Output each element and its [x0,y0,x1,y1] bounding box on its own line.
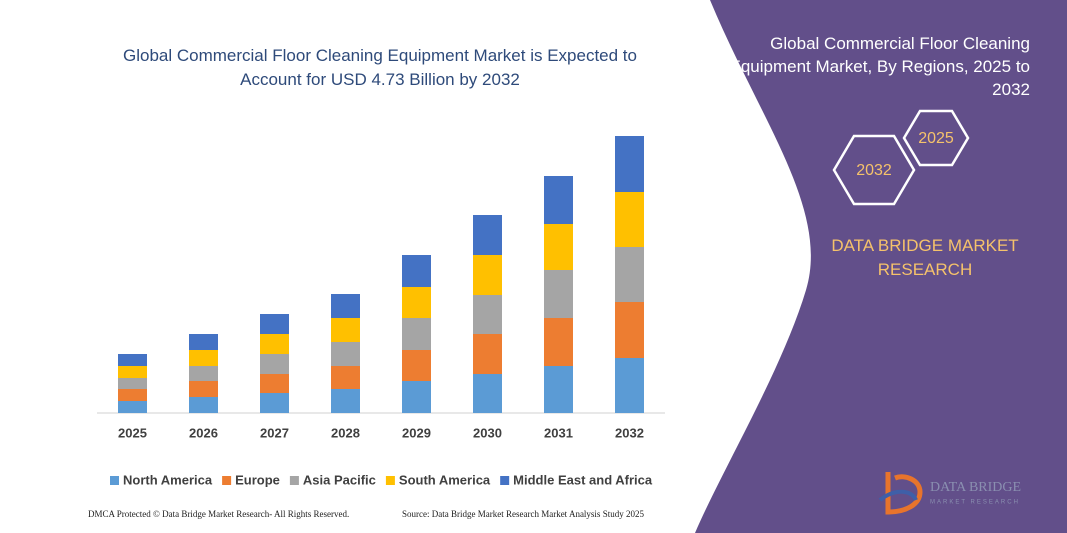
legend-label: Middle East and Africa [513,472,653,487]
bar-segment [189,381,218,397]
bar-segment [615,192,644,247]
hex-label: 2025 [918,130,954,147]
bar-segment [331,342,360,366]
footer-left: DMCA Protected © Data Bridge Market Rese… [88,509,349,519]
bar-segment [402,255,431,287]
legend-label: Europe [235,472,280,487]
bar-segment [473,295,502,334]
bar-segment [189,397,218,413]
bar-segment [189,334,218,350]
legend-label: Asia Pacific [303,472,376,487]
logo-tagline: MARKET RESEARCH [930,500,1020,506]
bar-segment [544,176,573,224]
logo-mark [878,489,918,502]
bar-segment [331,294,360,318]
bar-segment [473,334,502,374]
hexagon [902,109,970,167]
bar-segment [473,215,502,255]
bar-segment [189,366,218,381]
bar-segment [615,302,644,358]
bar-segment [402,350,431,381]
x-tick-label: 2026 [189,425,218,440]
bar-segment [118,401,147,413]
x-tick-label: 2029 [402,425,431,440]
bar-segment [118,389,147,401]
brand: DATA BRIDGE MARKET RESEARCH [831,236,1019,279]
bar-segment [189,350,218,366]
bar-segment [544,224,573,270]
bar-segment [473,374,502,413]
bar-segment [615,136,644,192]
bar-segment [118,378,147,389]
hexagon [832,134,916,206]
x-tick-label: 2028 [331,425,360,440]
bar-segment [544,270,573,318]
bar-segment [331,366,360,389]
bar-segment [260,354,289,374]
footer-right: Source: Data Bridge Market Research Mark… [402,509,644,519]
bar-segment [402,287,431,318]
logo-mark [885,472,923,515]
bar-segment [260,374,289,393]
bar-segment [260,334,289,354]
x-tick-label: 2027 [260,425,289,440]
bar-segment [331,318,360,342]
legend-swatch [500,476,510,485]
hex-label: 2032 [856,162,892,179]
legend-swatch [289,476,299,485]
bar-segment [544,366,573,413]
bar-segment [615,358,644,413]
panel-title: Global Commercial Floor Cleaning Equipme… [729,34,1031,99]
legend-swatch [222,476,232,485]
legend-swatch [385,476,395,485]
bar-segment [260,314,289,334]
chart-title: Global Commercial Floor Cleaning Equipme… [122,46,637,89]
x-tick-label: 2031 [544,425,573,440]
legend-label: North America [123,472,213,487]
bar-segment [544,318,573,366]
x-tick-label: 2025 [118,425,147,440]
x-tick-label: 2030 [473,425,502,440]
legend-swatch [110,476,119,485]
bar-segment [615,247,644,302]
bar-segment [402,318,431,350]
bar-segment [402,381,431,413]
legend-label: South America [399,472,491,487]
bar-segment [118,366,147,378]
bar-segment [473,255,502,295]
side-panel [695,0,1067,533]
x-tick-label: 2032 [615,425,644,440]
bar-segment [118,354,147,366]
bar-segment [260,393,289,413]
bar-segment [331,389,360,413]
logo-name: DATA BRIDGE [930,480,1021,495]
